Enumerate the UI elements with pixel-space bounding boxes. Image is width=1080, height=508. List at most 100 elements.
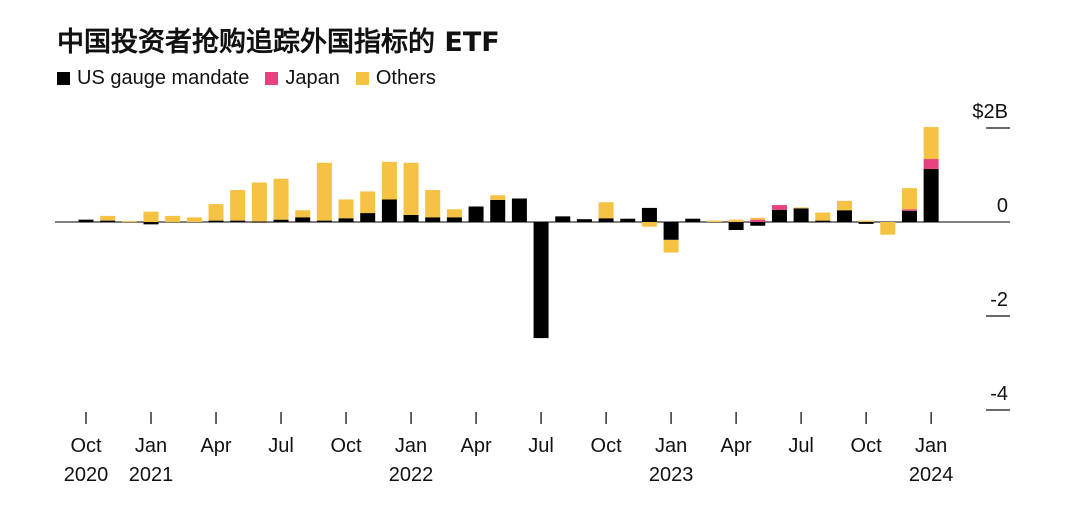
x-tick-label: Jul [788,435,814,457]
bar-others [880,222,896,235]
legend-label-others: Others [375,67,436,89]
y-tick-label: 0 [997,195,1008,217]
bar-others [360,191,376,214]
bar-japan [901,209,917,211]
legend-item-japan: Japan [265,67,340,90]
bar-others [728,219,744,222]
x-tick-label: Apr [721,435,752,457]
bar-us-gauge-mandate [316,220,332,222]
bar-others [641,222,657,227]
bar-others [273,178,289,220]
bar-us-gauge-mandate [425,217,441,222]
x-tick-label: Jul [528,435,554,457]
x-tick-label: Oct [70,435,102,457]
bar-us-gauge-mandate [446,217,462,222]
x-tick-label: Oct [591,435,623,457]
bar-us-gauge-mandate [533,222,549,339]
bar-us-gauge-mandate [793,208,809,222]
bar-others [338,199,354,219]
legend-item-us: US gauge mandate [57,67,249,90]
bar-others [230,190,246,221]
bar-us-gauge-mandate [901,210,917,222]
bar-others [208,204,224,221]
bar-japan [750,219,766,222]
bar-us-gauge-mandate [251,221,267,223]
bar-others [815,212,831,221]
bar-us-gauge-mandate [490,199,506,222]
bar-others [143,211,159,222]
x-year-label: 2023 [649,464,694,486]
bar-us-gauge-mandate [360,213,376,222]
legend-label-japan: Japan [285,67,340,89]
bar-us-gauge-mandate [230,220,246,222]
bar-others [446,209,462,218]
bar-us-gauge-mandate [78,219,94,222]
x-tick-label: Apr [200,435,231,457]
bar-others [793,207,809,209]
bar-japan [771,205,787,210]
bar-others [858,220,874,222]
bar-others [923,127,939,160]
x-year-label: 2021 [129,464,174,486]
bar-us-gauge-mandate [208,220,224,222]
bar-others [490,195,506,200]
bar-us-gauge-mandate [100,220,116,222]
bar-others [165,215,181,222]
bar-us-gauge-mandate [771,209,787,222]
legend-item-others: Others [355,67,436,90]
bar-us-gauge-mandate [836,210,852,222]
y-tick-label: -4 [990,383,1008,405]
x-tick-label: Jan [395,435,427,457]
bar-us-gauge-mandate [620,218,636,222]
x-year-label: 2022 [389,464,434,486]
bar-others [836,200,852,211]
bar-others [295,210,311,218]
legend-swatch-japan [265,72,279,85]
bar-others [121,221,137,223]
legend-label-us: US gauge mandate [77,67,250,89]
bar-others [381,161,397,200]
bar-us-gauge-mandate [663,222,679,240]
bar-us-gauge-mandate [468,206,484,222]
x-tick-label: Jan [135,435,167,457]
bar-us-gauge-mandate [750,222,766,226]
x-tick-label: Jan [655,435,687,457]
bar-us-gauge-mandate [923,168,939,222]
x-tick-label: Jul [268,435,294,457]
bar-us-gauge-mandate [273,219,289,222]
bar-us-gauge-mandate [143,222,159,225]
x-year-label: 2020 [64,464,109,486]
legend: US gauge mandate Japan Others [57,67,436,90]
bar-others [663,239,679,253]
x-tick-label: Oct [330,435,362,457]
bar-others [706,220,722,222]
bar-us-gauge-mandate [858,222,874,224]
bar-us-gauge-mandate [685,218,701,222]
bar-others [186,217,202,222]
bar-others [901,188,917,210]
bar-others [403,162,419,215]
bar-us-gauge-mandate [728,222,744,230]
bar-us-gauge-mandate [511,198,527,222]
x-tick-label: Apr [460,435,491,457]
bar-others [251,182,267,222]
legend-swatch-others [355,72,369,85]
bar-us-gauge-mandate [815,220,831,222]
bar-us-gauge-mandate [403,214,419,222]
x-tick-label: Oct [851,435,883,457]
bar-us-gauge-mandate [576,219,592,222]
bar-others [100,215,116,221]
x-tick-label: Jan [915,435,947,457]
bar-others [598,202,614,219]
bar-others [750,217,766,220]
y-tick-label: -2 [990,289,1008,311]
legend-swatch-us [57,72,70,85]
x-year-label: 2024 [909,464,954,486]
bar-us-gauge-mandate [338,218,354,222]
bar-us-gauge-mandate [598,218,614,222]
bar-japan [923,159,939,169]
bar-us-gauge-mandate [295,217,311,222]
bar-us-gauge-mandate [555,216,571,222]
y-tick-label: $2B [972,101,1008,123]
